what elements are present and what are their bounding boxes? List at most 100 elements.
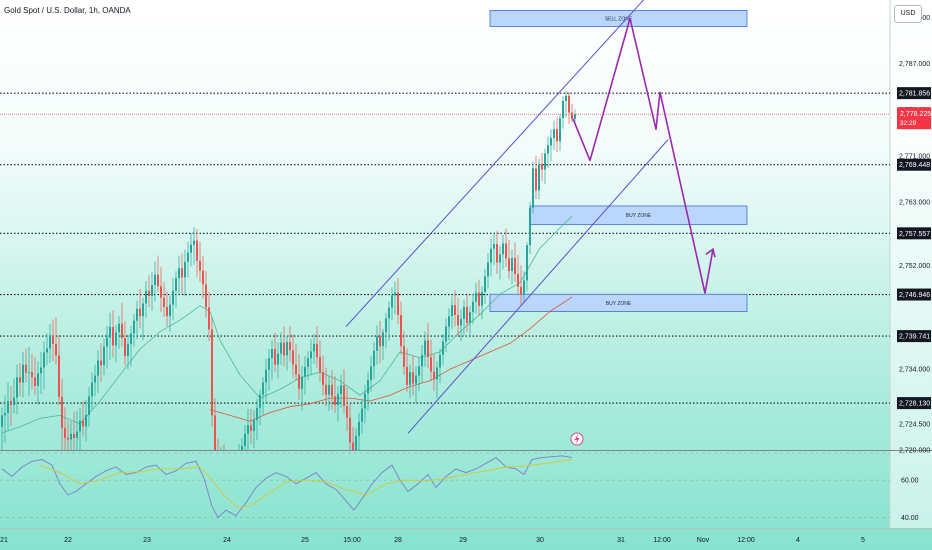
candle	[544, 148, 546, 185]
candle	[28, 346, 30, 396]
candle-body	[337, 394, 339, 405]
candle	[364, 384, 366, 424]
candle	[529, 201, 531, 254]
candle	[283, 326, 285, 367]
candle-body	[214, 415, 216, 450]
channel-lower-line[interactable]	[407, 139, 669, 434]
candle-body	[151, 285, 153, 296]
candle-body	[58, 355, 60, 397]
candle-body	[73, 433, 75, 438]
candle-body	[31, 372, 33, 378]
candle-body	[400, 315, 402, 347]
candle	[76, 410, 78, 450]
candle	[412, 355, 414, 396]
time-axis[interactable]: 21 22 23 24 25 15:00 28 29 30 31 12:00 Nov 12:00 4 5	[0, 537, 865, 544]
candle	[166, 291, 168, 327]
candle	[55, 317, 57, 365]
candle	[205, 271, 207, 318]
currency-button[interactable]: USD	[894, 5, 922, 23]
candle-body	[430, 357, 432, 372]
candle-body	[46, 348, 48, 353]
price-axis[interactable]: 2,795.0002,787.0002,779.0002,771.0002,76…	[897, 15, 931, 455]
candle	[208, 291, 210, 341]
candle-body	[559, 118, 561, 142]
candle	[406, 348, 408, 392]
candle	[307, 351, 309, 381]
candle-body	[277, 353, 279, 365]
level-tag-label: 2,739.741	[899, 334, 930, 341]
candle	[472, 293, 474, 325]
candle	[304, 355, 306, 395]
candle	[58, 335, 60, 406]
candle	[508, 240, 510, 280]
candle	[121, 302, 123, 347]
candle-body	[403, 346, 405, 367]
candle-body	[511, 257, 513, 272]
candle	[259, 389, 261, 426]
rsi-line[interactable]	[1, 455, 573, 519]
last-price-label: 2,778.225	[900, 111, 931, 118]
candle	[349, 403, 351, 450]
projection-line[interactable]	[572, 17, 714, 294]
candle	[571, 103, 573, 123]
price-tick-label: 2,771.000	[899, 153, 930, 160]
candle-body	[172, 290, 174, 305]
price-tick-label: 2,752.000	[899, 263, 930, 270]
last-price-tag	[897, 107, 931, 130]
candle	[214, 398, 216, 450]
candle	[250, 409, 252, 444]
channel-lines[interactable]	[345, 0, 669, 434]
candle-body	[424, 340, 426, 355]
level-tag	[897, 227, 931, 240]
candle	[562, 96, 564, 129]
channel-upper-line[interactable]	[345, 0, 654, 327]
candle-body	[157, 274, 159, 287]
candle-body	[97, 360, 99, 376]
candle	[466, 293, 468, 333]
candle	[454, 290, 456, 327]
candle	[25, 348, 27, 383]
time-tick-label: 22	[64, 537, 72, 544]
ma-fast-line	[1, 216, 573, 434]
candle-body	[205, 284, 207, 308]
countdown-label: 32:29	[900, 120, 917, 127]
price-tick-label: 2,720.000	[899, 448, 930, 455]
time-tick-label: 5	[861, 537, 865, 544]
candle-body	[25, 364, 27, 373]
projection-path[interactable]	[572, 17, 716, 294]
candle-body	[190, 244, 192, 253]
candle-body	[292, 350, 294, 365]
candle-body	[394, 292, 396, 296]
candle-body	[544, 153, 546, 170]
candle	[478, 279, 480, 316]
candle-body	[541, 164, 543, 170]
candle	[397, 278, 399, 325]
candle	[37, 361, 39, 405]
candle-body	[61, 396, 63, 429]
candle-body	[361, 408, 363, 422]
candle-body	[67, 437, 69, 440]
candle-body	[508, 258, 510, 272]
candle-body	[442, 341, 444, 355]
candle-body	[283, 342, 285, 356]
candle-body	[40, 367, 42, 374]
candle	[367, 371, 369, 411]
candle	[49, 323, 51, 363]
zone-box	[489, 9, 748, 27]
candle-body	[211, 329, 213, 416]
candle-body	[448, 316, 450, 327]
rsi-pane[interactable]	[0, 452, 890, 519]
candle-body	[268, 358, 270, 370]
candle	[40, 351, 42, 395]
candle-body	[502, 243, 504, 255]
candle-body	[202, 270, 204, 285]
bolt-icon[interactable]	[570, 432, 584, 446]
level-tag-label: 2,757.557	[899, 231, 930, 238]
candle	[52, 319, 54, 362]
candle	[271, 340, 273, 381]
candle-body	[484, 276, 486, 292]
candle	[439, 348, 441, 384]
candle	[394, 281, 396, 315]
candle	[199, 241, 201, 283]
